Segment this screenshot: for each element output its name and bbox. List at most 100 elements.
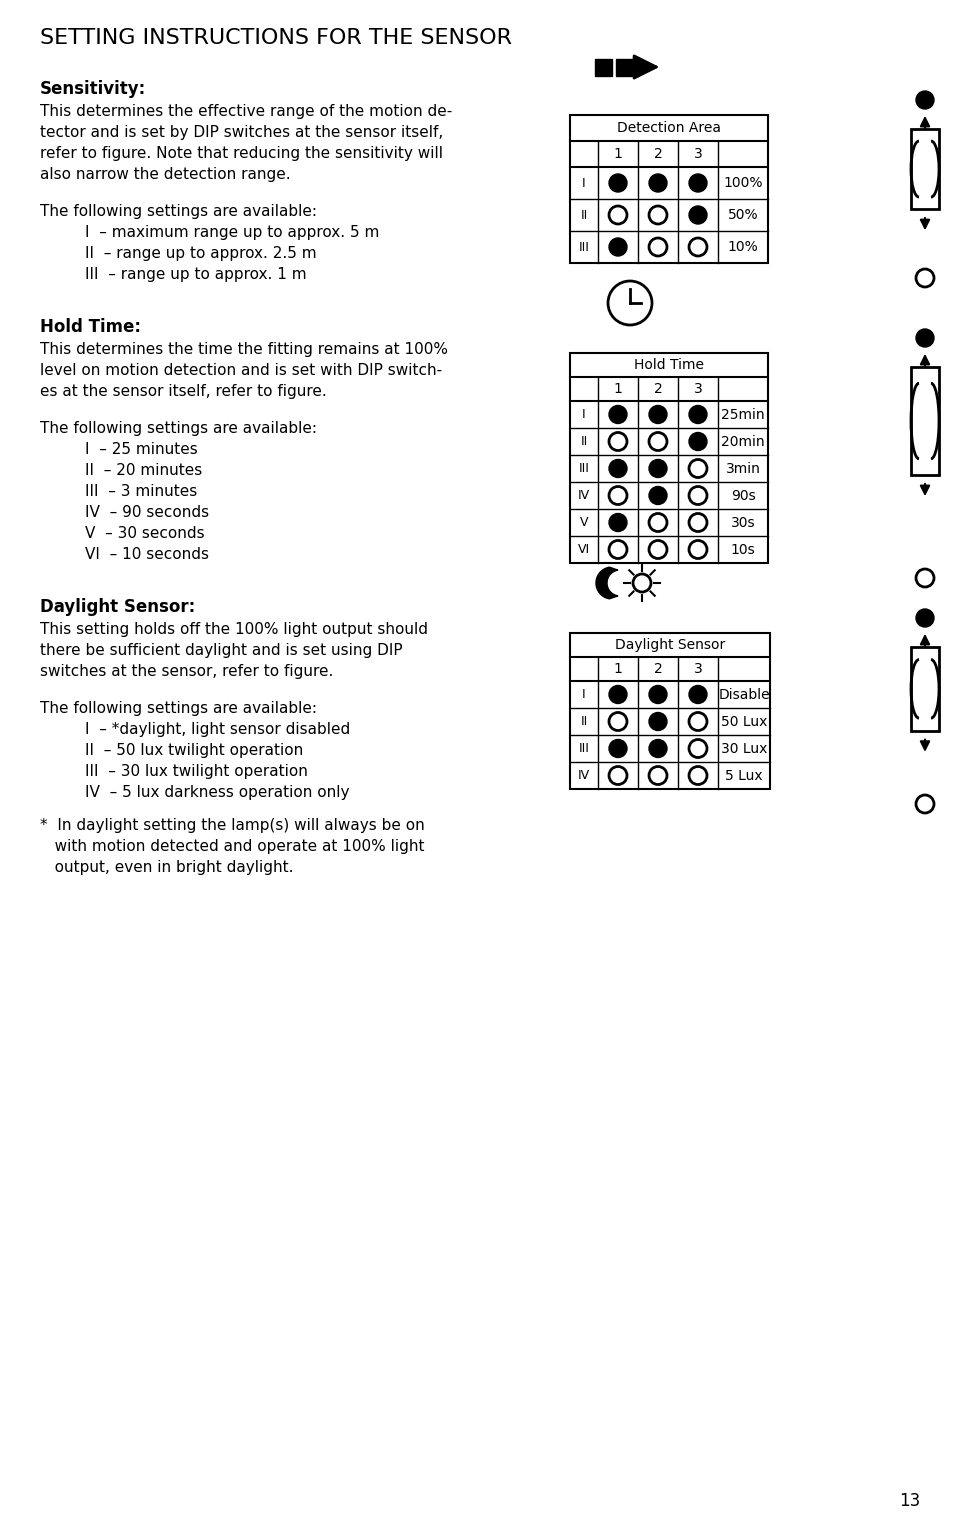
Circle shape <box>609 685 627 704</box>
Text: *  In daylight setting the lamp(s) will always be on: * In daylight setting the lamp(s) will a… <box>40 819 424 832</box>
Circle shape <box>649 685 667 704</box>
Polygon shape <box>596 568 618 598</box>
Text: SETTING INSTRUCTIONS FOR THE SENSOR: SETTING INSTRUCTIONS FOR THE SENSOR <box>40 28 512 47</box>
Text: Sensitivity:: Sensitivity: <box>40 80 146 98</box>
Text: es at the sensor itself, refer to figure.: es at the sensor itself, refer to figure… <box>40 384 326 399</box>
Text: 30s: 30s <box>731 516 756 529</box>
Text: I  – 25 minutes: I – 25 minutes <box>85 442 198 457</box>
Circle shape <box>916 329 934 347</box>
Text: I: I <box>582 409 586 421</box>
Bar <box>911 647 939 731</box>
Bar <box>911 367 939 474</box>
Text: 1: 1 <box>613 147 622 161</box>
Text: switches at the sensor, refer to figure.: switches at the sensor, refer to figure. <box>40 664 333 679</box>
Bar <box>570 353 768 563</box>
Text: III: III <box>579 462 589 474</box>
Text: The following settings are available:: The following settings are available: <box>40 203 317 219</box>
Text: IV  – 5 lux darkness operation only: IV – 5 lux darkness operation only <box>85 785 349 800</box>
Circle shape <box>916 609 934 627</box>
Text: 3min: 3min <box>726 462 760 476</box>
Text: 50%: 50% <box>728 208 758 222</box>
Circle shape <box>689 433 707 450</box>
Circle shape <box>689 174 707 191</box>
Text: II  – range up to approx. 2.5 m: II – range up to approx. 2.5 m <box>85 246 317 262</box>
Circle shape <box>689 207 707 223</box>
Text: The following settings are available:: The following settings are available: <box>40 701 317 716</box>
Text: III: III <box>579 240 589 254</box>
Bar <box>616 58 633 75</box>
Text: 1: 1 <box>613 662 622 676</box>
Text: VI: VI <box>578 543 590 555</box>
Text: there be sufficient daylight and is set using DIP: there be sufficient daylight and is set … <box>40 643 402 658</box>
Text: 20min: 20min <box>721 435 765 448</box>
Text: IV: IV <box>578 770 590 782</box>
Text: IV: IV <box>578 490 590 502</box>
Text: 3: 3 <box>694 147 703 161</box>
Text: level on motion detection and is set with DIP switch-: level on motion detection and is set wit… <box>40 363 443 378</box>
Bar <box>570 115 768 263</box>
Circle shape <box>916 90 934 109</box>
Text: III  – range up to approx. 1 m: III – range up to approx. 1 m <box>85 268 306 282</box>
Text: 13: 13 <box>899 1492 920 1510</box>
Text: III  – 30 lux twilight operation: III – 30 lux twilight operation <box>85 763 308 779</box>
Circle shape <box>649 713 667 730</box>
Text: I: I <box>582 688 586 701</box>
Circle shape <box>609 405 627 424</box>
Text: with motion detected and operate at 100% light: with motion detected and operate at 100%… <box>40 838 424 854</box>
Text: II: II <box>581 715 588 728</box>
Circle shape <box>649 405 667 424</box>
Text: 100%: 100% <box>723 176 763 190</box>
Circle shape <box>609 459 627 477</box>
Text: 10%: 10% <box>728 240 758 254</box>
Text: Detection Area: Detection Area <box>617 121 721 135</box>
Text: 3: 3 <box>694 662 703 676</box>
Text: 50 Lux: 50 Lux <box>721 715 767 728</box>
Text: I  – maximum range up to approx. 5 m: I – maximum range up to approx. 5 m <box>85 225 379 240</box>
Text: Hold Time: Hold Time <box>634 358 704 372</box>
Circle shape <box>689 685 707 704</box>
Text: output, even in bright daylight.: output, even in bright daylight. <box>40 860 294 875</box>
Circle shape <box>609 739 627 757</box>
Text: II: II <box>581 208 588 222</box>
Text: 30 Lux: 30 Lux <box>721 742 767 756</box>
Text: This determines the effective range of the motion de-: This determines the effective range of t… <box>40 104 452 119</box>
Text: IV  – 90 seconds: IV – 90 seconds <box>85 505 209 520</box>
Text: The following settings are available:: The following settings are available: <box>40 421 317 436</box>
Text: 10s: 10s <box>731 543 756 557</box>
Text: V  – 30 seconds: V – 30 seconds <box>85 526 204 542</box>
Text: I: I <box>582 176 586 190</box>
Text: refer to figure. Note that reducing the sensitivity will: refer to figure. Note that reducing the … <box>40 145 443 161</box>
Text: 3: 3 <box>694 382 703 396</box>
Bar <box>911 129 939 210</box>
Text: I  – *daylight, light sensor disabled: I – *daylight, light sensor disabled <box>85 722 350 737</box>
Bar <box>570 633 770 789</box>
Text: 25min: 25min <box>721 407 765 421</box>
Circle shape <box>689 405 707 424</box>
Circle shape <box>649 487 667 505</box>
Circle shape <box>609 514 627 531</box>
Text: 90s: 90s <box>731 488 756 502</box>
Text: 2: 2 <box>654 382 662 396</box>
Text: 2: 2 <box>654 662 662 676</box>
Text: III: III <box>579 742 589 754</box>
Bar <box>595 58 612 75</box>
Text: V: V <box>580 516 588 529</box>
Text: Disable: Disable <box>718 687 770 701</box>
Text: This setting holds off the 100% light output should: This setting holds off the 100% light ou… <box>40 623 428 636</box>
Text: tector and is set by DIP switches at the sensor itself,: tector and is set by DIP switches at the… <box>40 125 444 141</box>
Text: Daylight Sensor: Daylight Sensor <box>614 638 725 652</box>
Text: also narrow the detection range.: also narrow the detection range. <box>40 167 291 182</box>
Text: This determines the time the fitting remains at 100%: This determines the time the fitting rem… <box>40 343 448 356</box>
Text: 5 Lux: 5 Lux <box>725 768 763 782</box>
Text: 1: 1 <box>613 382 622 396</box>
Text: III  – 3 minutes: III – 3 minutes <box>85 483 197 499</box>
Circle shape <box>649 174 667 191</box>
Text: II  – 20 minutes: II – 20 minutes <box>85 464 203 477</box>
Circle shape <box>609 239 627 256</box>
Text: VI  – 10 seconds: VI – 10 seconds <box>85 548 209 562</box>
Text: Hold Time:: Hold Time: <box>40 318 141 337</box>
Circle shape <box>649 459 667 477</box>
Text: Daylight Sensor:: Daylight Sensor: <box>40 598 195 617</box>
Circle shape <box>609 174 627 191</box>
Text: II  – 50 lux twilight operation: II – 50 lux twilight operation <box>85 744 303 757</box>
